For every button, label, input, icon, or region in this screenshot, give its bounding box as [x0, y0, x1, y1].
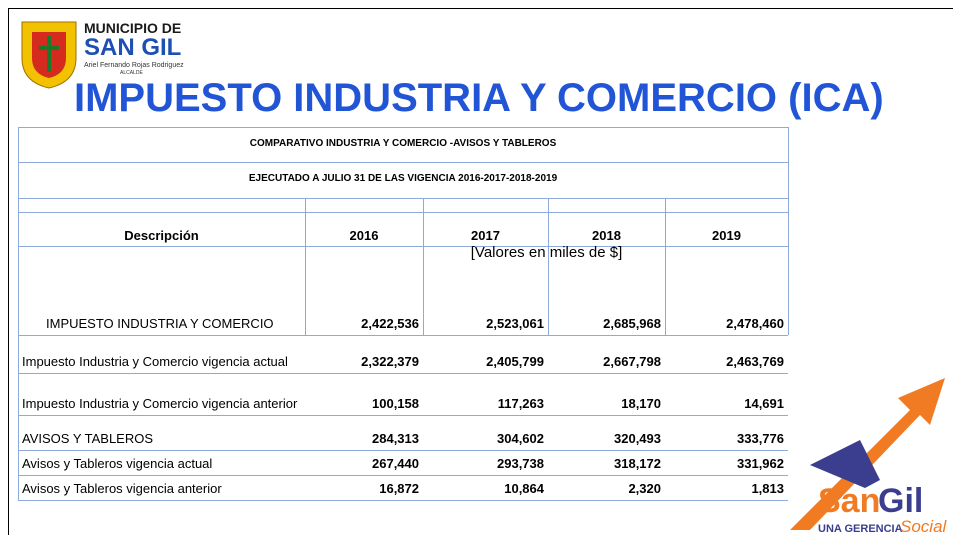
value-cell: 284,313 — [372, 431, 419, 446]
value-cell: 100,158 — [372, 396, 419, 411]
value-cell: 267,440 — [372, 456, 419, 471]
brand-name1: San — [818, 482, 880, 520]
brand-name2: Gil — [878, 482, 923, 520]
table-rule — [665, 198, 666, 335]
value-cell: 10,864 — [504, 481, 544, 496]
value-cell: 2,322,379 — [361, 354, 419, 369]
value-cell: 16,872 — [379, 481, 419, 496]
value-cell: 2,422,536 — [361, 316, 419, 331]
header-cell: 2016 — [349, 228, 379, 243]
value-cell: 293,738 — [497, 456, 544, 471]
slide-border — [8, 8, 953, 9]
value-cell: 333,776 — [737, 431, 784, 446]
logo-line1: MUNICIPIO DE — [84, 20, 182, 36]
table-rule — [18, 475, 788, 476]
value-cell: 18,170 — [621, 396, 661, 411]
description-cell: Avisos y Tableros vigencia anterior — [22, 481, 222, 496]
value-cell: 2,685,968 — [603, 316, 661, 331]
value-cell: 2,463,769 — [726, 354, 784, 369]
logo-mayor: Ariel Fernando Rojas Rodriguez — [84, 62, 184, 69]
value-cell: 320,493 — [614, 431, 661, 446]
description-cell: IMPUESTO INDUSTRIA Y COMERCIO — [46, 316, 274, 331]
caption: COMPARATIVO INDUSTRIA Y COMERCIO -AVISOS… — [249, 137, 557, 149]
value-cell: 1,813 — [751, 481, 784, 496]
table-rule — [18, 450, 788, 451]
value-cell: 14,691 — [744, 396, 784, 411]
brand-tagline2: Social — [900, 517, 948, 535]
table-rule — [548, 198, 549, 335]
table-rule — [18, 500, 788, 501]
table-rule — [18, 127, 788, 128]
caption: EJECUTADO A JULIO 31 DE LAS VIGENCIA 201… — [248, 173, 558, 184]
table-rule — [18, 198, 788, 199]
units: [Valores en miles de $] — [470, 244, 623, 261]
logo-line2: SAN GIL — [84, 34, 182, 61]
value-cell: 2,405,799 — [486, 354, 544, 369]
value-cell: 2,667,798 — [603, 354, 661, 369]
description-cell: Impuesto Industria y Comercio vigencia a… — [22, 396, 298, 411]
header-cell: 2018 — [592, 228, 621, 243]
value-cell: 117,263 — [497, 396, 544, 411]
brand-tagline1: UNA GERENCIA — [818, 523, 903, 535]
table-rule — [423, 198, 424, 335]
table-rule — [305, 198, 306, 335]
value-cell: 318,172 — [614, 456, 661, 471]
header-cell: Descripción — [124, 228, 199, 243]
table-rule — [788, 127, 789, 212]
brand-logo: San Gil UNA GERENCIA Social — [790, 378, 948, 535]
logo-role: ALCALDE — [120, 70, 143, 76]
table-rule — [18, 127, 19, 500]
table-rule — [18, 415, 788, 416]
value-cell: 331,962 — [737, 456, 784, 471]
table-rule — [18, 212, 788, 213]
slide-border — [8, 8, 9, 535]
description-cell: Impuesto Industria y Comercio vigencia a… — [22, 354, 288, 369]
value-cell: 2,523,061 — [486, 316, 544, 331]
table-rule — [788, 198, 789, 335]
table-rule — [18, 246, 788, 247]
page-title: IMPUESTO INDUSTRIA Y COMERCIO (ICA) — [74, 76, 884, 120]
description-cell: AVISOS Y TABLEROS — [22, 431, 154, 446]
value-cell: 2,320 — [628, 481, 661, 496]
value-cell: 304,602 — [497, 431, 544, 446]
description-cell: Avisos y Tableros vigencia actual — [22, 456, 213, 471]
value-cell: 2,478,460 — [726, 316, 784, 331]
header-cell: 2017 — [471, 228, 500, 243]
header-cell: 2019 — [712, 228, 741, 243]
table-rule — [18, 162, 788, 163]
table-rule — [18, 335, 788, 336]
coat-of-arms — [21, 21, 77, 89]
table-rule — [18, 373, 788, 374]
